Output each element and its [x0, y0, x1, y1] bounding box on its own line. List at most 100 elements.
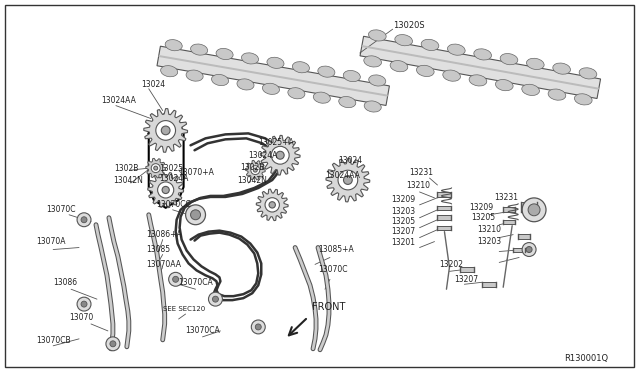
- Text: 13210: 13210: [477, 225, 501, 234]
- Text: 13070C: 13070C: [318, 265, 348, 274]
- Text: 1302B: 1302B: [114, 164, 138, 173]
- Circle shape: [156, 121, 175, 140]
- Text: 13231: 13231: [494, 193, 518, 202]
- Ellipse shape: [369, 30, 386, 41]
- Text: 13209: 13209: [469, 203, 493, 212]
- Circle shape: [77, 297, 91, 311]
- Circle shape: [528, 204, 540, 216]
- Ellipse shape: [579, 68, 597, 79]
- Ellipse shape: [390, 61, 408, 72]
- Circle shape: [344, 176, 352, 185]
- Ellipse shape: [421, 39, 439, 51]
- Bar: [513, 247, 525, 251]
- Ellipse shape: [553, 63, 570, 74]
- Text: 13205: 13205: [471, 213, 495, 222]
- Text: 13231: 13231: [410, 168, 434, 177]
- Text: 13085: 13085: [146, 245, 170, 254]
- Circle shape: [255, 324, 261, 330]
- Ellipse shape: [343, 70, 360, 81]
- Ellipse shape: [288, 88, 305, 99]
- Circle shape: [276, 151, 284, 159]
- Bar: [521, 202, 537, 212]
- Text: 13070CB: 13070CB: [36, 336, 71, 345]
- Text: 13086+A: 13086+A: [146, 230, 182, 239]
- Ellipse shape: [339, 96, 356, 108]
- Text: FRONT: FRONT: [312, 302, 346, 312]
- Text: 13020S: 13020S: [393, 21, 424, 30]
- Ellipse shape: [186, 70, 203, 81]
- Circle shape: [271, 146, 289, 164]
- Text: 13201: 13201: [392, 238, 416, 247]
- Circle shape: [154, 166, 157, 170]
- Circle shape: [526, 247, 532, 253]
- Ellipse shape: [447, 44, 465, 55]
- Bar: [460, 267, 474, 272]
- Text: 13042N: 13042N: [237, 176, 268, 185]
- Polygon shape: [245, 160, 265, 180]
- Circle shape: [251, 166, 260, 174]
- Bar: [157, 46, 389, 105]
- Text: 13042N: 13042N: [113, 176, 143, 185]
- Text: 13024: 13024: [141, 80, 165, 89]
- Circle shape: [81, 217, 87, 223]
- Ellipse shape: [165, 39, 182, 51]
- Text: 13025+A: 13025+A: [259, 138, 294, 147]
- Text: 13070C: 13070C: [46, 205, 76, 214]
- Circle shape: [173, 276, 179, 282]
- Ellipse shape: [443, 70, 460, 81]
- Circle shape: [110, 341, 116, 347]
- Circle shape: [162, 186, 169, 193]
- Circle shape: [253, 168, 257, 172]
- Text: 13024AA: 13024AA: [101, 96, 136, 105]
- Ellipse shape: [469, 75, 487, 86]
- Bar: [483, 282, 496, 287]
- Circle shape: [157, 182, 173, 198]
- Bar: [438, 206, 451, 210]
- Ellipse shape: [267, 57, 284, 68]
- Text: 13203: 13203: [477, 237, 501, 246]
- Bar: [518, 234, 530, 239]
- Circle shape: [191, 210, 200, 220]
- Ellipse shape: [241, 53, 259, 64]
- Text: 13024AA: 13024AA: [325, 171, 360, 180]
- Ellipse shape: [364, 56, 381, 67]
- Ellipse shape: [548, 89, 566, 100]
- Polygon shape: [260, 135, 300, 175]
- Text: 13086: 13086: [53, 278, 77, 287]
- Text: 13070CA: 13070CA: [179, 278, 213, 287]
- Circle shape: [522, 243, 536, 256]
- Circle shape: [106, 337, 120, 351]
- Bar: [360, 36, 600, 99]
- Polygon shape: [148, 172, 184, 208]
- Ellipse shape: [522, 84, 540, 96]
- Text: 13070CC: 13070CC: [156, 201, 191, 209]
- Polygon shape: [146, 158, 166, 178]
- Ellipse shape: [161, 65, 178, 77]
- Bar: [503, 220, 515, 224]
- Ellipse shape: [395, 35, 413, 46]
- Circle shape: [252, 320, 265, 334]
- Bar: [503, 207, 515, 212]
- Polygon shape: [144, 109, 188, 152]
- Ellipse shape: [237, 79, 254, 90]
- Text: 13207: 13207: [454, 275, 479, 284]
- Ellipse shape: [216, 48, 233, 60]
- Text: 13203: 13203: [392, 207, 416, 216]
- Text: 13070AA: 13070AA: [146, 260, 180, 269]
- Text: 13024: 13024: [338, 156, 362, 165]
- Ellipse shape: [364, 101, 381, 112]
- Ellipse shape: [474, 49, 492, 60]
- Ellipse shape: [417, 65, 434, 77]
- Ellipse shape: [314, 92, 330, 103]
- Text: 13025: 13025: [159, 164, 183, 173]
- Text: 13202: 13202: [440, 260, 463, 269]
- Ellipse shape: [500, 54, 518, 65]
- Circle shape: [169, 272, 182, 286]
- Bar: [362, 45, 599, 90]
- Ellipse shape: [262, 83, 280, 94]
- Text: 1302B: 1302B: [241, 163, 265, 171]
- Text: 13024A: 13024A: [159, 174, 188, 183]
- Circle shape: [186, 205, 205, 225]
- Circle shape: [209, 292, 223, 306]
- Bar: [438, 192, 451, 198]
